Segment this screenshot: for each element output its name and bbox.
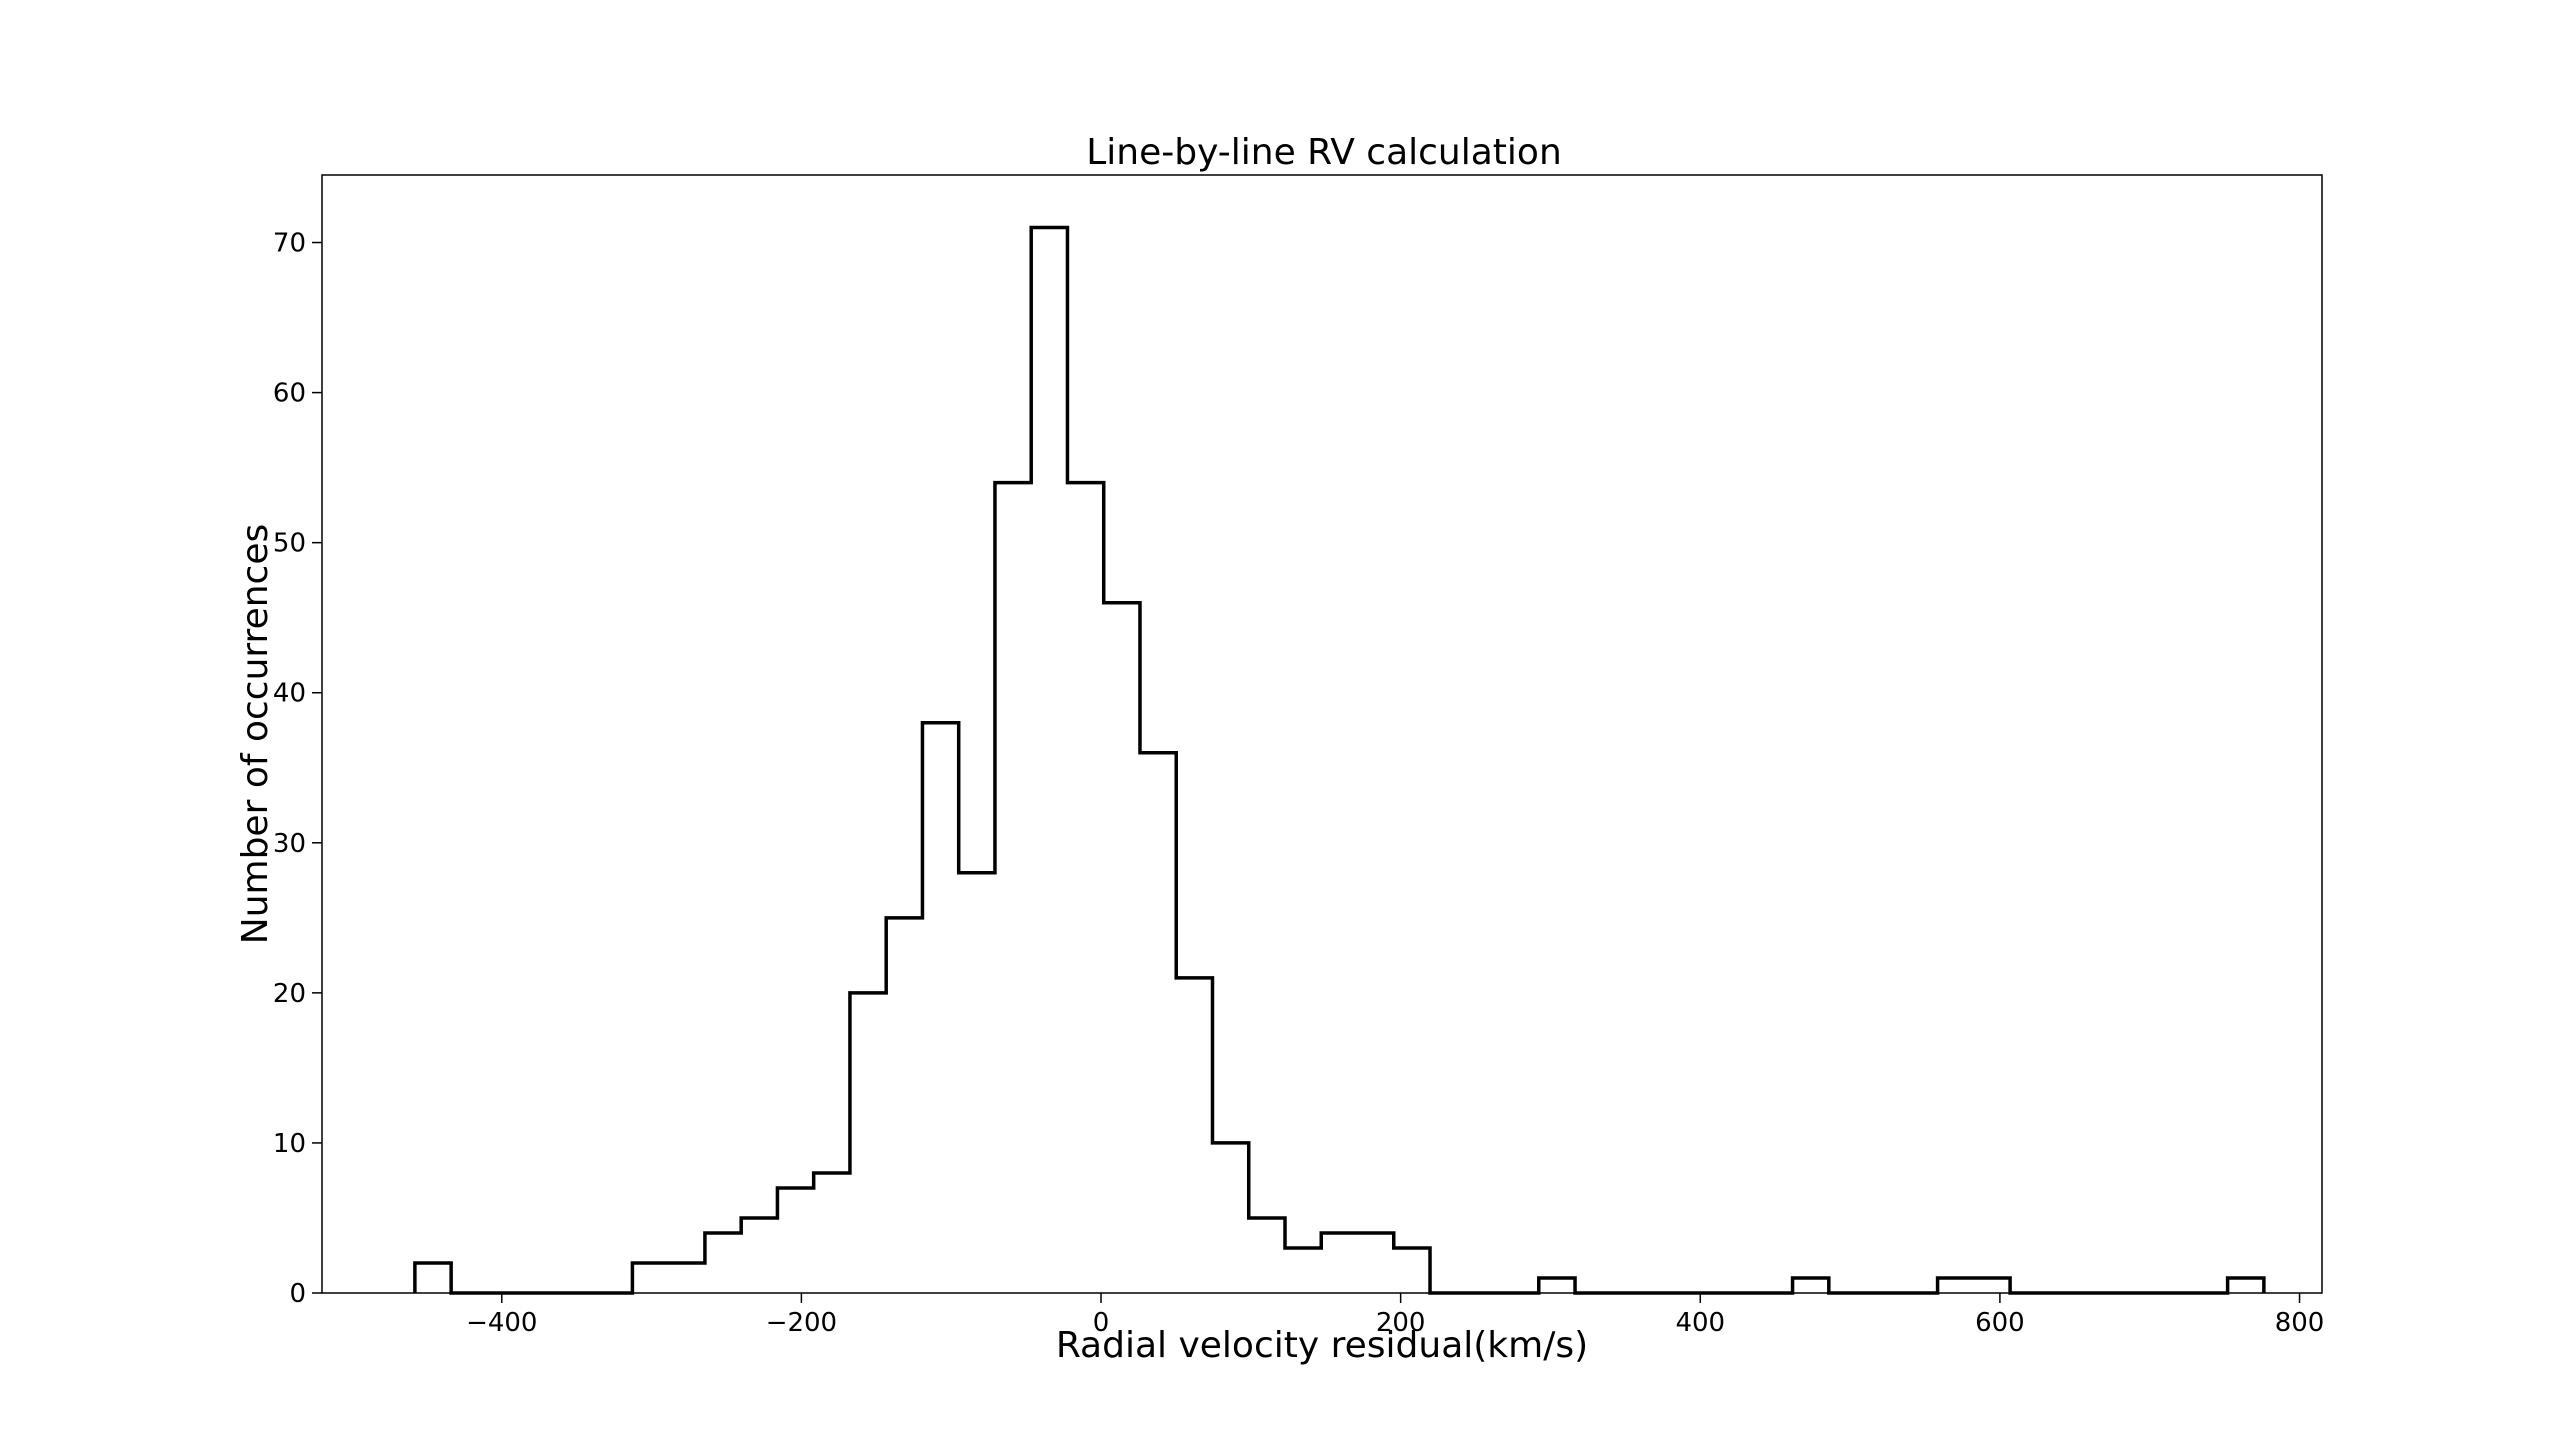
y-tick-label: 60	[273, 379, 306, 409]
x-tick-label: 600	[1975, 1308, 2025, 1338]
y-axis-label: Number of occurrences	[235, 524, 276, 944]
plot-frame	[321, 174, 2323, 1294]
x-tick-label: 0	[1093, 1308, 1110, 1338]
histogram-step-line	[413, 225, 2266, 1295]
x-tick-label: −400	[466, 1308, 537, 1338]
x-tick-label: 800	[2275, 1308, 2325, 1338]
y-tick-label: 30	[273, 829, 306, 859]
y-tick-label: 0	[289, 1279, 306, 1309]
x-tick-label: −200	[766, 1308, 837, 1338]
y-tick-label: 20	[273, 979, 306, 1009]
x-tick-label: 400	[1675, 1308, 1725, 1338]
y-tick-label: 10	[273, 1129, 306, 1159]
x-tick-label: 200	[1376, 1308, 1426, 1338]
chart-title: Line-by-line RV calculation	[1086, 132, 1562, 173]
y-tick-label: 50	[273, 529, 306, 559]
y-tick-label: 40	[273, 679, 306, 709]
y-axis: 0 10 20 30 40 50 60 70	[273, 229, 322, 1309]
x-axis-label: Radial velocity residual(km/s)	[1056, 1325, 1588, 1366]
y-tick-label: 70	[273, 229, 306, 259]
